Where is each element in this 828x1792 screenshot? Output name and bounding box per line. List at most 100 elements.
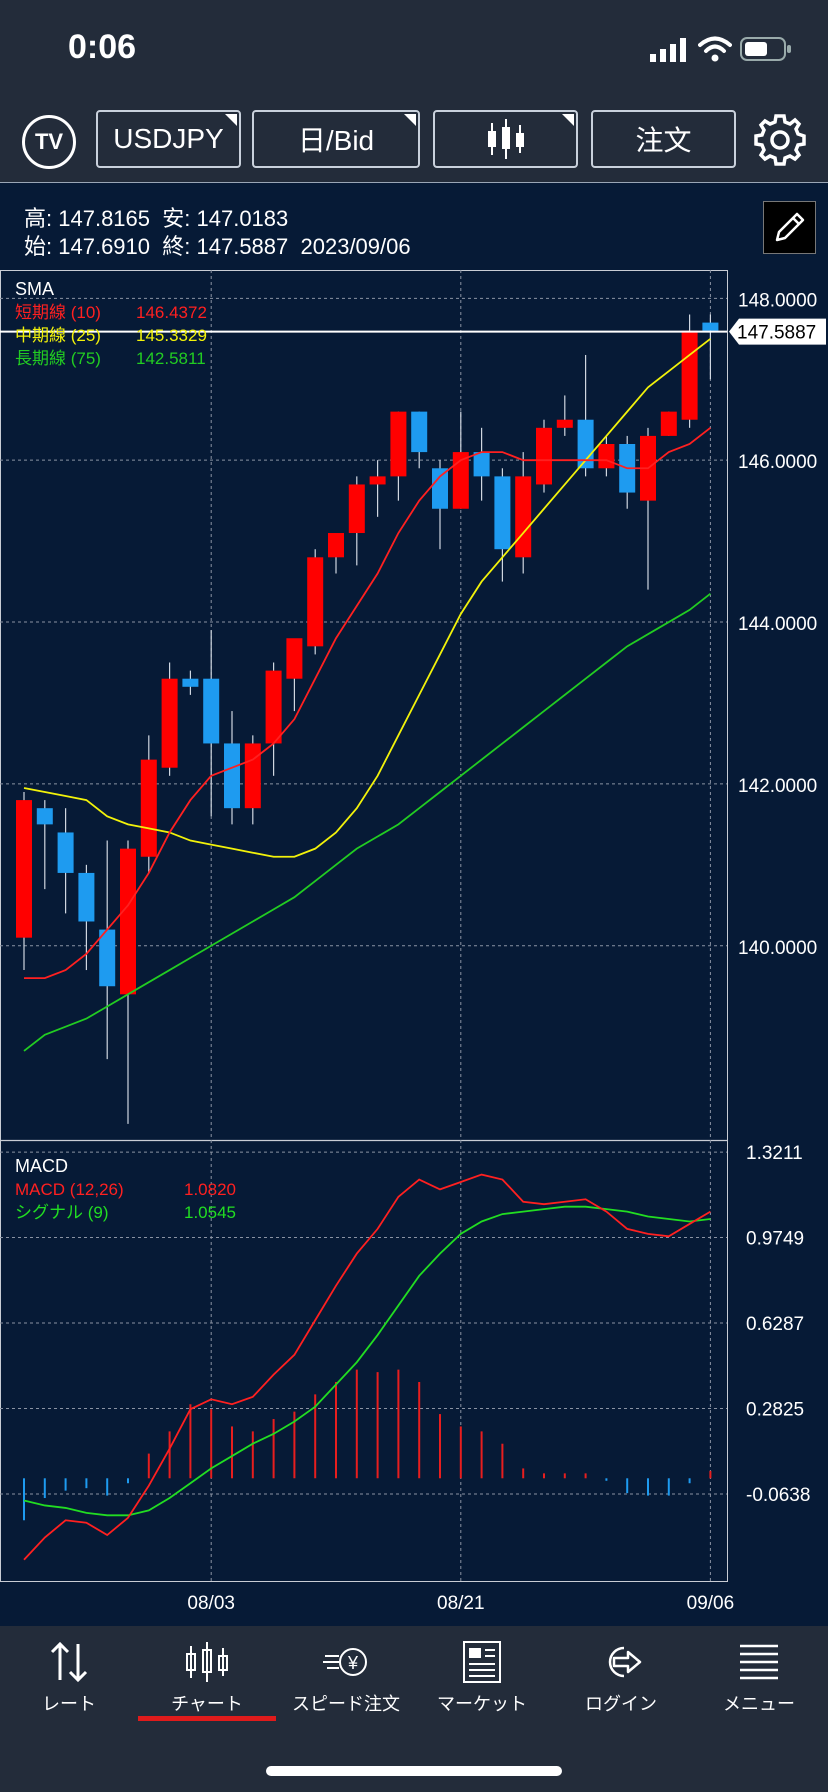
sma-legend-short-name: 短期線 (10) <box>15 303 101 322</box>
nav-login[interactable]: ログイン <box>556 1640 686 1716</box>
nav-chart-label: チャート <box>171 1694 243 1714</box>
candle-up <box>515 476 532 558</box>
macd-line <box>23 1173 711 1561</box>
current-price-label: 147.5887 <box>737 323 816 344</box>
price-panel <box>0 314 727 1124</box>
nav-chart[interactable]: チャート <box>142 1640 272 1716</box>
sma-legend-short-value: 146.4372 <box>136 303 207 322</box>
sma-legend-mid-name: 中期線 (25) <box>15 326 101 345</box>
candle-down <box>411 411 428 453</box>
candle-down <box>432 468 448 509</box>
price-tick-label: 140.0000 <box>738 938 817 959</box>
candle-up <box>681 330 698 420</box>
high-value: 147.8165 <box>58 206 151 231</box>
plot-frame <box>0 270 728 1582</box>
gear-icon[interactable] <box>752 112 808 168</box>
sma-legend-mid-value: 145.3329 <box>136 326 207 345</box>
candle-up <box>452 452 469 509</box>
tradingview-logo-button[interactable]: TV <box>22 115 76 169</box>
sma-legend-long-name: 長期線 (75) <box>15 349 101 368</box>
bottom-navigation: レート チャート ¥ スピード注文 マーケット ログイン <box>0 1626 828 1792</box>
ohlc-line-2: 始: 147.6910 終: 147.5887 2023/09/06 <box>24 229 411 261</box>
candle-up <box>265 670 282 744</box>
sma-short-line <box>24 427 711 980</box>
nav-login-label: ログイン <box>585 1694 657 1714</box>
macd-tick-label: 0.6287 <box>746 1314 804 1335</box>
price-chart[interactable]: 148.0000 146.0000 144.0000 142.0000 140.0000… <box>0 270 828 1626</box>
drawing-tool-button[interactable] <box>763 201 816 254</box>
corner-triangle-icon <box>404 114 416 126</box>
ohlc-line-1: 高: 147.8165 安: 147.0183 <box>24 201 288 233</box>
macd-tick-label: -0.0638 <box>746 1485 810 1506</box>
chart-type-select[interactable] <box>433 110 578 168</box>
nav-market-label: マーケット <box>437 1694 527 1714</box>
open-value: 147.6910 <box>58 234 151 259</box>
candle-up <box>369 476 386 485</box>
order-label: 注文 <box>635 125 692 156</box>
wifi-icon <box>698 36 732 62</box>
candle-down <box>702 322 719 331</box>
nav-menu[interactable]: メニュー <box>694 1640 824 1716</box>
timeframe-select[interactable]: 日/Bid <box>252 110 420 168</box>
open-label: 始: <box>24 234 53 259</box>
date-tick-label: 08/21 <box>437 1593 485 1614</box>
candle-up <box>328 533 344 558</box>
sma-legend-long-value: 142.5811 <box>136 349 206 368</box>
macd-legend-macd-name: MACD (12,26) <box>15 1180 124 1199</box>
date-tick-label: 09/06 <box>687 1593 735 1614</box>
current-price-tag <box>729 318 826 345</box>
candle-up <box>556 419 573 428</box>
signal-line <box>23 1205 711 1517</box>
candle-down <box>494 476 511 550</box>
nav-rate-label: レート <box>42 1694 96 1714</box>
candle-up <box>348 484 365 534</box>
macd-panel <box>23 1173 712 1561</box>
active-tab-indicator <box>138 1716 276 1721</box>
date-tick-label: 08/03 <box>187 1593 235 1614</box>
bar-date: 2023/09/06 <box>300 234 411 259</box>
macd-tick-label: 0.9749 <box>746 1229 804 1250</box>
menu-icon <box>740 1644 778 1680</box>
login-icon <box>608 1646 642 1678</box>
order-button[interactable]: 注文 <box>591 110 736 168</box>
nav-market[interactable]: マーケット <box>417 1640 547 1716</box>
nav-rate[interactable]: レート <box>4 1640 134 1716</box>
macd-tick-label: 1.3211 <box>746 1143 803 1164</box>
low-label: 安: <box>162 206 191 231</box>
candle-up <box>660 411 677 436</box>
corner-triangle-icon <box>225 114 237 126</box>
candle-up <box>286 638 303 679</box>
chart-icon <box>186 1642 228 1682</box>
pencil-icon <box>775 212 805 242</box>
low-value: 147.0183 <box>196 206 289 231</box>
price-tick-label: 146.0000 <box>738 452 817 473</box>
candle-up <box>390 411 407 477</box>
home-indicator <box>266 1766 562 1776</box>
signal-icon <box>650 38 686 62</box>
sma-title: SMA <box>15 279 54 299</box>
status-time: 0:06 <box>68 28 137 66</box>
macd-legend-macd-value: 1.0820 <box>184 1180 236 1199</box>
candle-up <box>120 848 136 995</box>
candlestick-icon <box>487 119 524 159</box>
candle-up <box>307 557 324 647</box>
symbol-select[interactable]: USDJPY <box>96 110 241 168</box>
candle-up <box>598 444 615 469</box>
macd-tick-label: 0.2825 <box>746 1400 804 1421</box>
sma-mid-line <box>23 338 711 858</box>
close-label: 終: <box>162 234 191 259</box>
timeframe-label: 日/Bid <box>297 125 375 156</box>
candle-up <box>536 427 552 485</box>
macd-title: MACD <box>15 1156 68 1176</box>
candle-up <box>140 759 157 857</box>
nav-speed-order[interactable]: ¥ スピード注文 <box>281 1640 411 1716</box>
corner-triangle-icon <box>562 114 574 126</box>
sma-long-line <box>23 593 711 1052</box>
symbol-label: USDJPY <box>113 123 224 154</box>
macd-legend-signal-value: 1.0545 <box>184 1203 236 1222</box>
toolbar: TV USDJPY 日/Bid 注文 <box>0 100 828 183</box>
price-tick-label: 142.0000 <box>738 776 817 797</box>
rate-arrows-icon <box>50 1641 88 1683</box>
ohlc-panel: 高: 147.8165 安: 147.0183 始: 147.6910 終: 1… <box>0 183 828 268</box>
news-icon <box>463 1641 501 1683</box>
